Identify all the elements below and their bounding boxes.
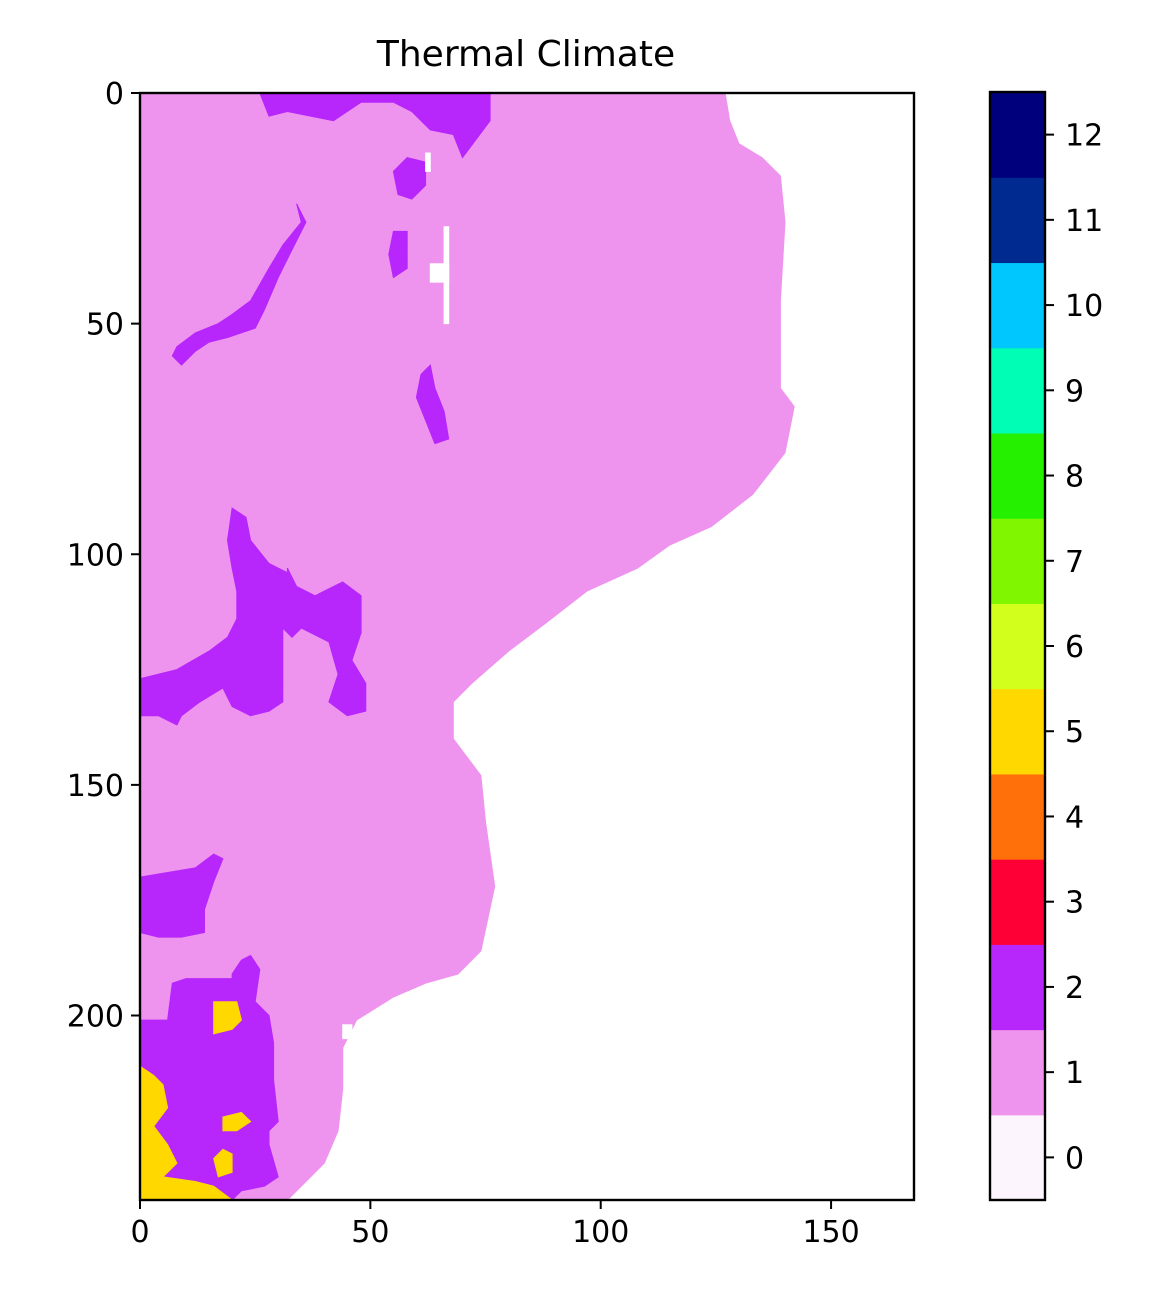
colorbar-tick-label: 7	[1065, 545, 1084, 580]
colorbar-segment	[990, 774, 1045, 860]
y-tick-label: 150	[67, 769, 124, 804]
heatmap-area	[140, 93, 914, 1200]
colorbar-tick-label: 8	[1065, 460, 1084, 495]
colorbar-segment	[990, 859, 1045, 945]
y-tick-label: 200	[67, 1000, 124, 1035]
no-data-region	[444, 227, 449, 324]
chart-title: Thermal Climate	[376, 34, 675, 75]
colorbar-segment	[990, 348, 1045, 434]
colorbar-segment	[990, 262, 1045, 348]
colorbar-segment	[990, 1115, 1045, 1201]
y-tick-label: 100	[67, 538, 124, 573]
colorbar-tick-label: 3	[1065, 886, 1084, 921]
y-tick-label: 0	[105, 77, 124, 112]
x-tick-label: 100	[572, 1215, 629, 1250]
colorbar-segment	[990, 1030, 1045, 1116]
colorbar-segment	[990, 433, 1045, 519]
x-tick-label: 50	[351, 1215, 389, 1250]
x-tick-label: 150	[802, 1215, 859, 1250]
colorbar-tick-label: 5	[1065, 715, 1084, 750]
colorbar-tick-label: 9	[1065, 374, 1084, 409]
colorbar-tick-label: 4	[1065, 800, 1084, 835]
colorbar-tick-label: 12	[1065, 119, 1103, 154]
colorbar-segment	[990, 177, 1045, 263]
y-tick-label: 50	[86, 308, 124, 343]
colorbar-segment	[990, 603, 1045, 689]
colorbar-segment	[990, 92, 1045, 178]
colorbar-tick-label: 11	[1065, 204, 1103, 239]
colorbar-segment	[990, 689, 1045, 775]
colorbar-tick-label: 1	[1065, 1056, 1084, 1091]
no-data-region	[343, 1025, 352, 1039]
x-tick-label: 0	[130, 1215, 149, 1250]
colorbar-tick-label: 2	[1065, 971, 1084, 1006]
colorbar-tick-label: 6	[1065, 630, 1084, 665]
colorbar-segment	[990, 518, 1045, 604]
class-2-region	[389, 231, 407, 277]
colorbar-segment	[990, 944, 1045, 1030]
no-data-region	[426, 153, 431, 171]
colorbar-tick-label: 10	[1065, 289, 1103, 324]
colorbar-tick-label: 0	[1065, 1141, 1084, 1176]
